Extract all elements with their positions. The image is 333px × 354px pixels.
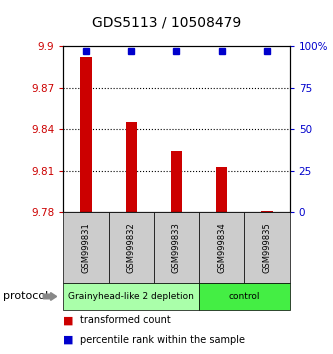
- Text: transformed count: transformed count: [80, 315, 171, 325]
- Bar: [126, 122, 137, 212]
- Text: GDS5113 / 10508479: GDS5113 / 10508479: [92, 16, 241, 30]
- Text: Grainyhead-like 2 depletion: Grainyhead-like 2 depletion: [68, 292, 194, 301]
- Text: ■: ■: [63, 335, 74, 345]
- Text: GSM999835: GSM999835: [262, 222, 272, 273]
- Text: GSM999831: GSM999831: [81, 222, 91, 273]
- Text: ■: ■: [63, 315, 74, 325]
- Bar: [80, 57, 92, 212]
- Text: GSM999832: GSM999832: [127, 222, 136, 273]
- Text: percentile rank within the sample: percentile rank within the sample: [80, 335, 245, 345]
- Text: control: control: [229, 292, 260, 301]
- Bar: [261, 211, 273, 212]
- Text: GSM999833: GSM999833: [172, 222, 181, 273]
- Text: protocol: protocol: [3, 291, 49, 302]
- Text: GSM999834: GSM999834: [217, 222, 226, 273]
- Bar: [216, 167, 227, 212]
- Bar: [171, 152, 182, 212]
